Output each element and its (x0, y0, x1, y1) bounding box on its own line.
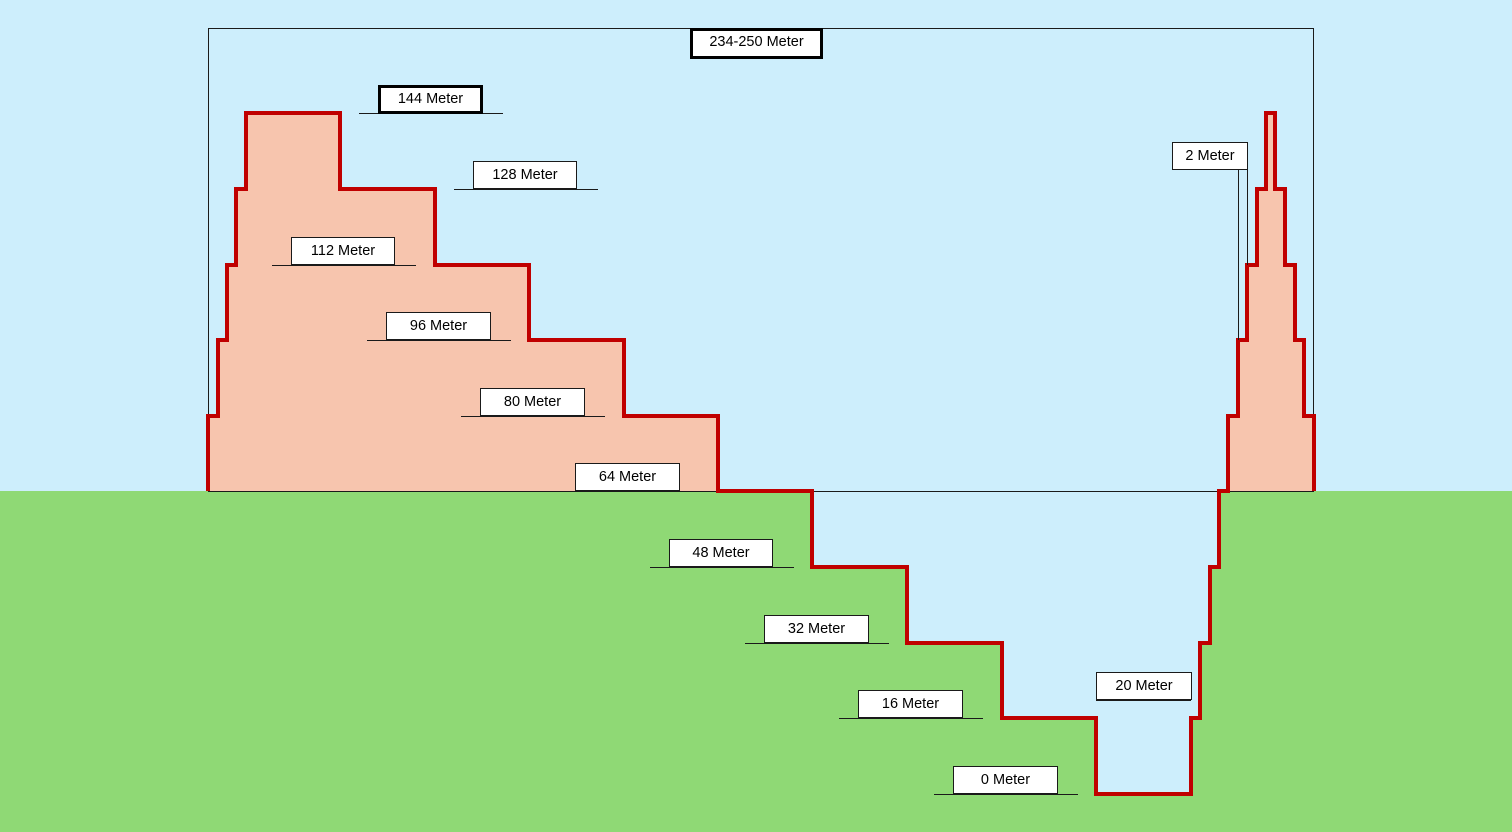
spire-width-label: 2 Meter (1172, 142, 1248, 170)
level-label-112: 112 Meter (291, 237, 395, 265)
left-stepped-tower (208, 113, 718, 491)
total-height-label: 234-250 Meter (690, 28, 823, 59)
right-spire (1228, 113, 1314, 491)
level-label-16: 16 Meter (858, 690, 963, 718)
pit-depth-label: 20 Meter (1096, 672, 1192, 700)
level-label-32: 32 Meter (764, 615, 869, 643)
profile-outline (206, 111, 1316, 796)
level-label-80: 80 Meter (480, 388, 585, 416)
level-label-0: 0 Meter (953, 766, 1058, 794)
level-label-128: 128 Meter (473, 161, 577, 189)
level-label-96: 96 Meter (386, 312, 491, 340)
level-label-48: 48 Meter (669, 539, 773, 567)
level-label-64: 64 Meter (575, 463, 680, 491)
level-label-144: 144 Meter (378, 85, 483, 114)
